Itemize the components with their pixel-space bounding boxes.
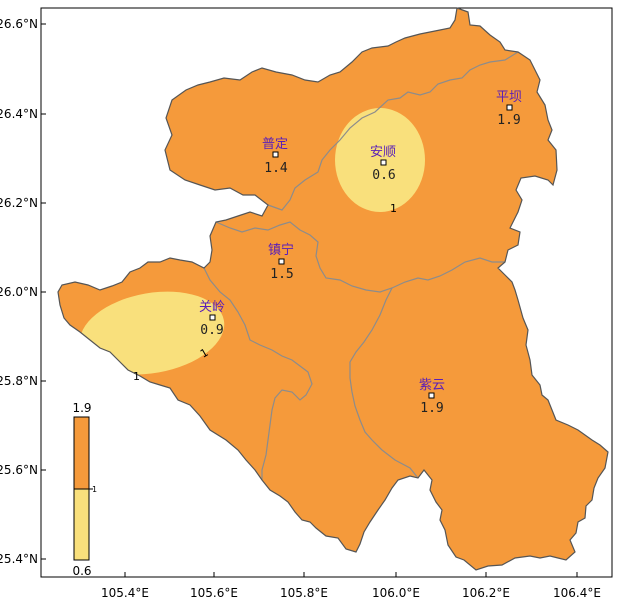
y-tick-label: 26.2°N [0,196,38,210]
station-value: 1.5 [270,267,293,282]
station-name: 平坝 [496,90,522,105]
y-tick-label: 26.4°N [0,107,38,121]
station-value: 0.9 [200,323,223,338]
station-anshun: 安顺 0.6 [370,145,396,183]
station-value: 1.9 [420,401,443,416]
station-marker [278,258,285,265]
station-marker [506,104,513,111]
y-tick-label: 25.4°N [0,552,38,566]
y-tick-label: 26.0°N [0,285,38,299]
x-tick-label: 105.6°E [190,586,238,600]
legend-max-label: 1.9 [72,401,91,415]
station-ziyun: 紫云 1.9 [419,378,445,416]
station-marker [209,314,216,321]
low-value-zones [79,108,425,375]
legend-min-label: 0.6 [72,564,91,578]
station-puding: 普定 1.4 [262,137,288,176]
y-axis: 26.6°N 26.4°N 26.2°N 26.0°N 25.8°N 25.6°… [0,17,46,566]
contour-label-anshun: 1 [390,202,397,215]
y-tick-label: 25.6°N [0,463,38,477]
station-name: 紫云 [419,378,445,393]
station-guanling: 关岭 0.9 [199,300,225,338]
legend: 1.9 1 0.6 [72,401,97,578]
x-tick-label: 105.4°E [101,586,149,600]
legend-low-swatch [73,488,90,561]
y-tick-label: 25.8°N [0,374,38,388]
station-name: 普定 [262,137,288,152]
station-zhenning: 镇宁 1.5 [268,242,294,282]
station-marker [428,392,435,399]
legend-mid-label: 1 [92,485,97,494]
low-zone-anshun [335,108,425,212]
region-fill [58,8,608,570]
station-marker [380,159,387,166]
region-outline [57,7,609,571]
contour-label-guanling-west: 1 [133,370,140,383]
x-tick-label: 106.0°E [372,586,420,600]
station-value: 1.4 [264,161,288,176]
y-tick-label: 26.6°N [0,17,38,31]
low-zone-guanling [79,291,225,375]
x-axis: 105.4°E 105.6°E 105.8°E 106.0°E 106.2°E … [101,572,601,600]
station-value: 0.6 [372,168,395,183]
station-name: 镇宁 [268,242,294,258]
x-tick-label: 106.2°E [462,586,510,600]
station-value: 1.9 [497,113,520,128]
station-pingba: 平坝 1.9 [496,90,522,128]
station-marker [272,151,279,158]
station-name: 安顺 [370,145,396,160]
x-tick-label: 105.8°E [280,586,328,600]
x-tick-label: 106.4°E [553,586,601,600]
station-name: 关岭 [199,300,225,315]
county-boundaries [203,51,519,480]
legend-high-swatch [73,416,90,490]
